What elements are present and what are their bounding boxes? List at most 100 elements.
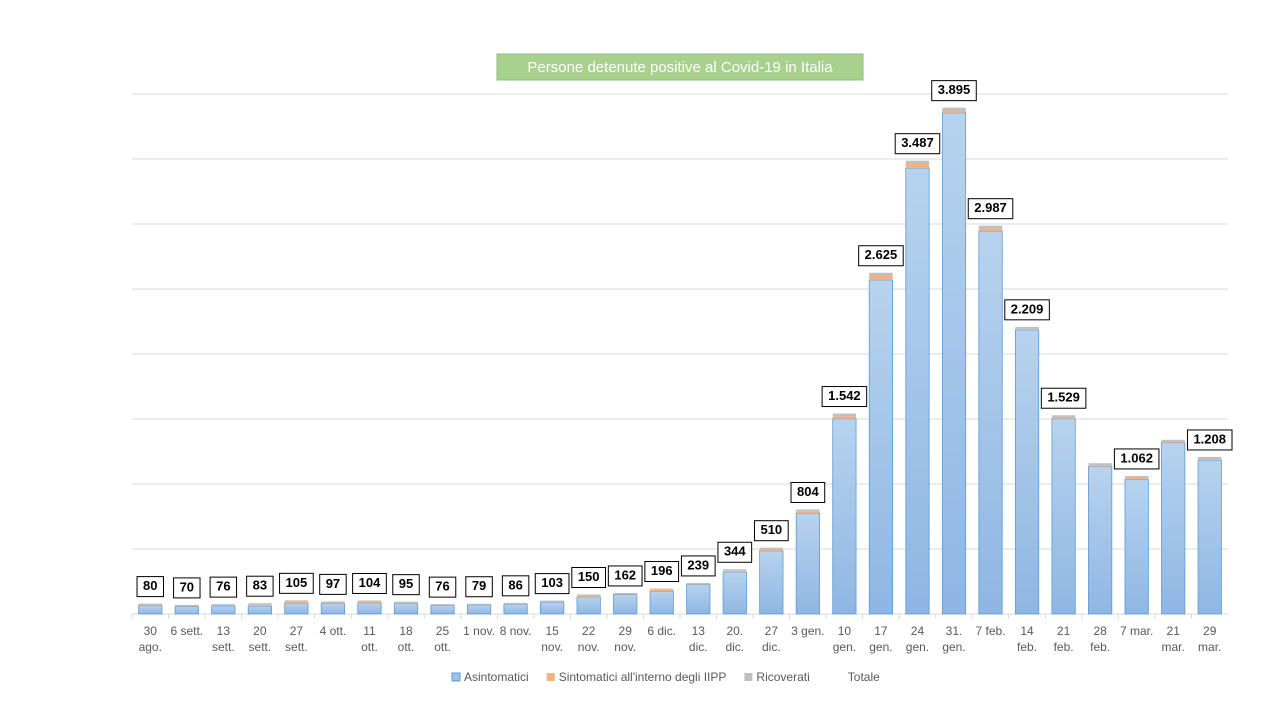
total-label: 510: [760, 522, 782, 537]
total-label: 344: [724, 544, 746, 559]
total-label: 162: [614, 567, 636, 582]
bar-segment: [796, 509, 820, 512]
total-label: 103: [541, 575, 563, 590]
x-tick-label: 28 feb.: [1090, 624, 1110, 654]
bar-segment: [832, 413, 857, 417]
x-tick-line: mar.: [1198, 640, 1221, 654]
bar-segment: [686, 584, 711, 615]
bar-segment: [832, 418, 857, 615]
x-tick-line: 24: [911, 624, 925, 638]
bar-segment: [503, 603, 528, 615]
total-label-box: [319, 573, 347, 595]
bar-segment: [357, 601, 382, 603]
x-tick-label: 27 dic.: [762, 624, 781, 654]
bar-segment: [321, 601, 345, 603]
x-tick-line: 27: [765, 624, 779, 638]
x-tick-line: gen.: [942, 640, 965, 654]
x-tick-label: 10 gen.: [833, 624, 856, 654]
bar-segment: [941, 112, 967, 615]
total-label: 83: [253, 578, 267, 593]
bar-segment: [1161, 439, 1185, 442]
x-tick-label: 20 sett.: [249, 624, 272, 654]
bar-segment: [467, 603, 491, 605]
bar-segment: [394, 601, 418, 603]
x-tick-line: feb.: [1017, 640, 1037, 654]
x-tick-line: 30: [144, 624, 158, 638]
bar-segment: [905, 163, 930, 169]
x-tick-line: sett.: [249, 640, 272, 654]
x-tick-label: 22 nov.: [578, 624, 600, 654]
x-tick-line: sett.: [212, 640, 235, 654]
bar-segment: [248, 603, 272, 605]
x-tick-line: 14: [1020, 624, 1034, 638]
total-label: 2.987: [974, 200, 1007, 215]
x-tick-label: 21 feb.: [1054, 624, 1074, 654]
x-tick-line: feb.: [1090, 640, 1110, 654]
bar-segment: [1051, 418, 1076, 615]
x-tick-label: 6 dic.: [647, 624, 676, 638]
total-label-box: [717, 541, 753, 563]
bar-segment: [503, 602, 528, 604]
bar-segment: [723, 570, 747, 573]
total-label: 2.209: [1011, 301, 1044, 316]
bar-segment: [686, 582, 710, 585]
chart-title: Persone detenute positive al Covid-19 in…: [527, 59, 833, 76]
total-label-box: [894, 133, 941, 155]
x-tick-label: 14 feb.: [1017, 624, 1037, 654]
x-tick-line: sett.: [285, 640, 308, 654]
total-label-box: [279, 572, 314, 594]
total-label-box: [209, 576, 238, 598]
bar-segment: [1198, 459, 1222, 461]
bar-segment: [978, 230, 1003, 615]
bar-segment: [1015, 328, 1039, 330]
bar-segment: [247, 605, 272, 615]
total-label: 76: [216, 579, 230, 594]
x-tick-line: dic.: [762, 640, 781, 654]
x-tick-label: 20. dic.: [725, 624, 744, 654]
x-tick-label: 30 ago.: [139, 624, 162, 654]
total-label: 196: [651, 563, 673, 578]
bar-segment: [1124, 479, 1149, 615]
x-tick-line: gen.: [869, 640, 892, 654]
bar-segment: [832, 416, 857, 419]
total-label-box: [931, 80, 977, 102]
total-label-box: [1004, 299, 1050, 321]
bar-segment: [1124, 477, 1149, 480]
bar-segment: [211, 605, 236, 615]
bar-segment: [942, 110, 966, 113]
total-label: 86: [508, 577, 522, 592]
bar-segment: [759, 550, 784, 615]
bar-segment: [723, 569, 747, 571]
total-label: 104: [359, 575, 381, 590]
x-tick-line: 20.: [726, 624, 743, 638]
total-label-box: [1186, 429, 1233, 451]
total-label: 1.062: [1120, 450, 1153, 465]
x-tick-line: 29: [619, 624, 633, 638]
bar-segment: [650, 588, 674, 590]
total-label-box: [534, 573, 570, 595]
x-tick-label: 7 mar.: [1120, 624, 1153, 638]
x-tick-line: ott.: [434, 640, 451, 654]
bar-segment: [1197, 459, 1222, 615]
x-tick-label: 29 nov.: [614, 624, 636, 654]
x-tick-label: 25 ott.: [434, 624, 451, 654]
bar-segment: [1051, 415, 1076, 418]
bar-segment: [613, 592, 637, 595]
x-tick-line: 22: [582, 624, 596, 638]
x-tick-line: 28: [1093, 624, 1107, 638]
x-tick-line: 25: [436, 624, 450, 638]
total-label: 105: [286, 575, 308, 590]
bar-segment: [869, 272, 893, 276]
x-tick-line: 11: [363, 624, 376, 638]
bar-segment: [1015, 326, 1039, 329]
bar-segment: [759, 547, 784, 550]
x-tick-line: 27: [290, 624, 304, 638]
total-label-box: [428, 576, 457, 598]
x-tick-label: 1 nov.: [463, 624, 495, 638]
total-label: 97: [326, 576, 340, 591]
total-label: 70: [180, 579, 194, 594]
bar-segment: [576, 596, 601, 597]
bar-segment: [868, 279, 894, 615]
bar-segment: [321, 602, 345, 604]
total-label-box: [173, 577, 201, 599]
